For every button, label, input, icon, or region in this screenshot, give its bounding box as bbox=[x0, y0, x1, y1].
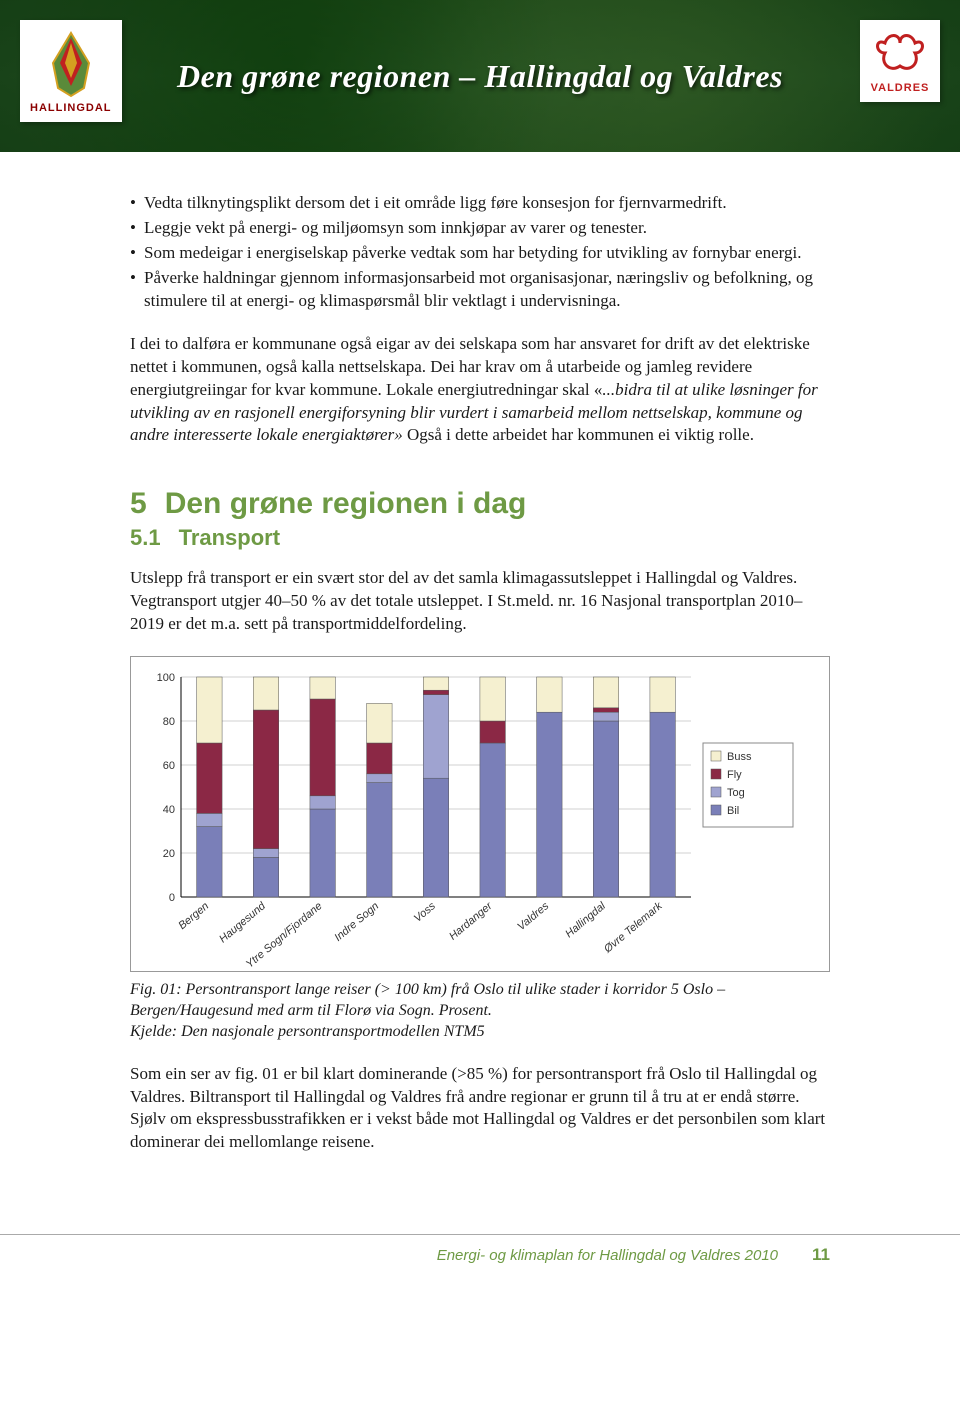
svg-text:Fly: Fly bbox=[727, 769, 742, 781]
svg-text:Tog: Tog bbox=[727, 787, 745, 799]
logo-valdres-label: VALDRES bbox=[870, 82, 930, 94]
section-5-1-title: Transport bbox=[179, 525, 280, 550]
paragraph-3: Som ein ser av fig. 01 er bil klart domi… bbox=[130, 1063, 830, 1155]
bullet-item: Leggje vekt på energi- og miljøomsyn som… bbox=[130, 217, 830, 240]
transport-chart: 020406080100BergenHaugesundYtre Sogn/Fjo… bbox=[130, 656, 830, 972]
footer-page-number: 11 bbox=[812, 1245, 830, 1264]
section-5-1-num: 5.1 bbox=[130, 525, 161, 551]
header-banner: HALLINGDAL Den grøne regionen – Hallingd… bbox=[0, 0, 960, 152]
svg-text:100: 100 bbox=[157, 672, 175, 684]
paragraph-2: Utslepp frå transport er ein svært stor … bbox=[130, 567, 830, 636]
svg-text:Haugesund: Haugesund bbox=[217, 900, 268, 946]
section-5-title: Den grøne regionen i dag bbox=[165, 487, 527, 520]
bullet-item: Som medeigar i energiselskap påverke ved… bbox=[130, 242, 830, 265]
svg-text:Bil: Bil bbox=[727, 805, 739, 817]
section-5-heading: 5 Den grøne regionen i dag bbox=[130, 487, 830, 521]
svg-text:Bergen: Bergen bbox=[176, 900, 211, 932]
svg-text:20: 20 bbox=[163, 848, 175, 860]
svg-text:Valdres: Valdres bbox=[515, 900, 551, 933]
para1-text-b: Også i dette arbeidet har kommunen ei vi… bbox=[403, 425, 754, 444]
section-5-num: 5 bbox=[130, 487, 147, 521]
bullet-list: Vedta tilknytingsplikt dersom det i eit … bbox=[130, 192, 830, 313]
footer-text: Energi- og klimaplan for Hallingdal og V… bbox=[437, 1247, 778, 1264]
svg-text:Hardanger: Hardanger bbox=[447, 899, 496, 942]
bullet-item: Vedta tilknytingsplikt dersom det i eit … bbox=[130, 192, 830, 215]
svg-text:Buss: Buss bbox=[727, 751, 752, 763]
svg-text:60: 60 bbox=[163, 760, 175, 772]
svg-text:Voss: Voss bbox=[412, 900, 439, 925]
logo-valdres: VALDRES bbox=[860, 20, 940, 102]
svg-text:80: 80 bbox=[163, 716, 175, 728]
svg-text:Hallingdal: Hallingdal bbox=[563, 900, 608, 941]
stacked-bar-chart-svg: 020406080100BergenHaugesundYtre Sogn/Fjo… bbox=[141, 667, 821, 967]
page-footer: Energi- og klimaplan for Hallingdal og V… bbox=[0, 1234, 960, 1279]
svg-text:Indre Sogn: Indre Sogn bbox=[332, 900, 381, 944]
logo-hallingdal-label: HALLINGDAL bbox=[30, 102, 112, 114]
banner-title: Den grøne regionen – Hallingdal og Valdr… bbox=[177, 58, 783, 95]
svg-text:0: 0 bbox=[169, 892, 175, 904]
page-content: Vedta tilknytingsplikt dersom det i eit … bbox=[0, 152, 960, 1194]
section-5-1-heading: 5.1 Transport bbox=[130, 525, 830, 551]
logo-hallingdal: HALLINGDAL bbox=[20, 20, 122, 122]
svg-text:40: 40 bbox=[163, 804, 175, 816]
paragraph-1: I dei to dalføra er kommunane også eigar… bbox=[130, 333, 830, 448]
svg-text:Øvre Telemark: Øvre Telemark bbox=[601, 900, 665, 956]
bullet-item: Påverke haldningar gjennom informasjonsa… bbox=[130, 267, 830, 313]
figure-caption: Fig. 01: Persontransport lange reiser (>… bbox=[130, 980, 830, 1042]
